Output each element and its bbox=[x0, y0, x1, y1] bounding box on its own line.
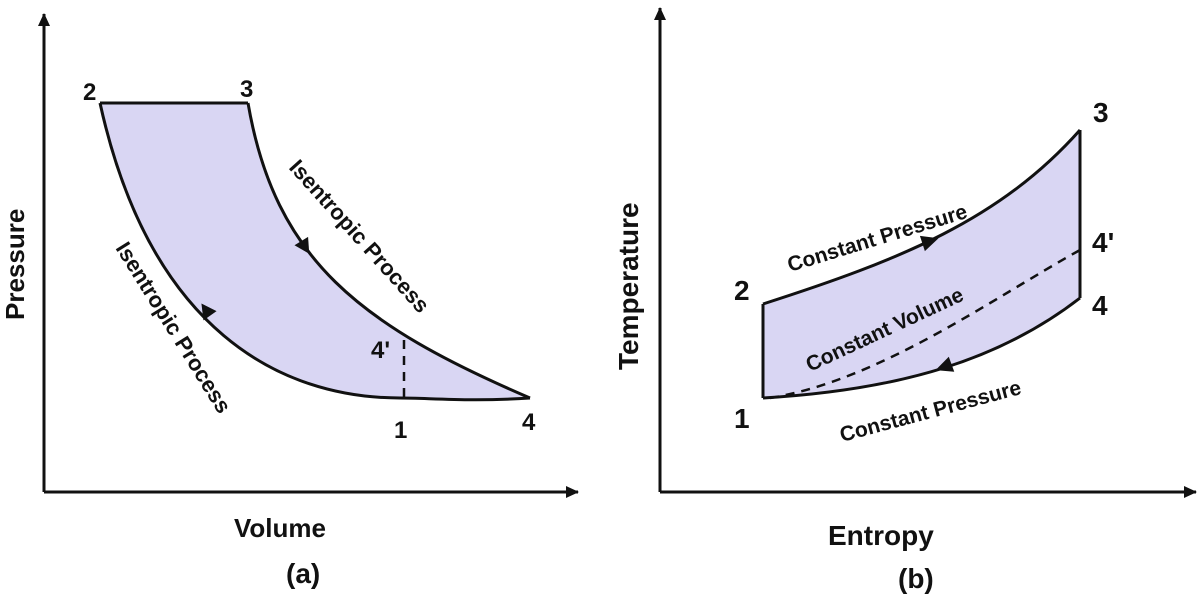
ts-point-3: 3 bbox=[1093, 97, 1109, 128]
pv-point-1: 1 bbox=[394, 417, 407, 444]
pv-cycle-area bbox=[100, 103, 530, 400]
pv-arrow-compression bbox=[201, 303, 217, 321]
pv-x-axis-label: Volume bbox=[234, 513, 326, 543]
ts-point-4prime: 4' bbox=[1092, 227, 1114, 258]
pv-point-4prime: 4' bbox=[371, 337, 390, 364]
pv-y-axis-label: Pressure bbox=[0, 209, 30, 320]
pv-arrow-expansion bbox=[294, 236, 310, 254]
pv-caption: (a) bbox=[286, 558, 320, 589]
ts-curve-2-3 bbox=[762, 129, 1082, 306]
ts-point-4: 4 bbox=[1092, 290, 1108, 321]
pv-point-4: 4 bbox=[522, 409, 536, 436]
ts-caption: (b) bbox=[898, 563, 934, 594]
ts-cycle-area bbox=[763, 130, 1080, 398]
ts-x-axis-label: Entropy bbox=[828, 520, 934, 551]
ts-arrow-heating bbox=[919, 235, 939, 252]
pv-curve-4-1 bbox=[399, 396, 531, 402]
pv-point-2: 2 bbox=[83, 79, 96, 106]
ts-arrow-cooling bbox=[935, 356, 955, 372]
ts-point-1: 1 bbox=[734, 403, 750, 434]
pv-point-3: 3 bbox=[240, 76, 253, 103]
pv-diagram: 2 3 4' 1 4 Isentropic Process Isentropic… bbox=[0, 13, 579, 589]
pv-curve-1-2 bbox=[98, 102, 401, 400]
ts-diagram: 2 3 4' 4 1 Constant Pressure Constant Vo… bbox=[613, 7, 1197, 594]
pv-curve-3-4 bbox=[246, 102, 531, 400]
ts-point-2: 2 bbox=[734, 275, 750, 306]
ts-y-axis-label: Temperature bbox=[613, 202, 644, 370]
